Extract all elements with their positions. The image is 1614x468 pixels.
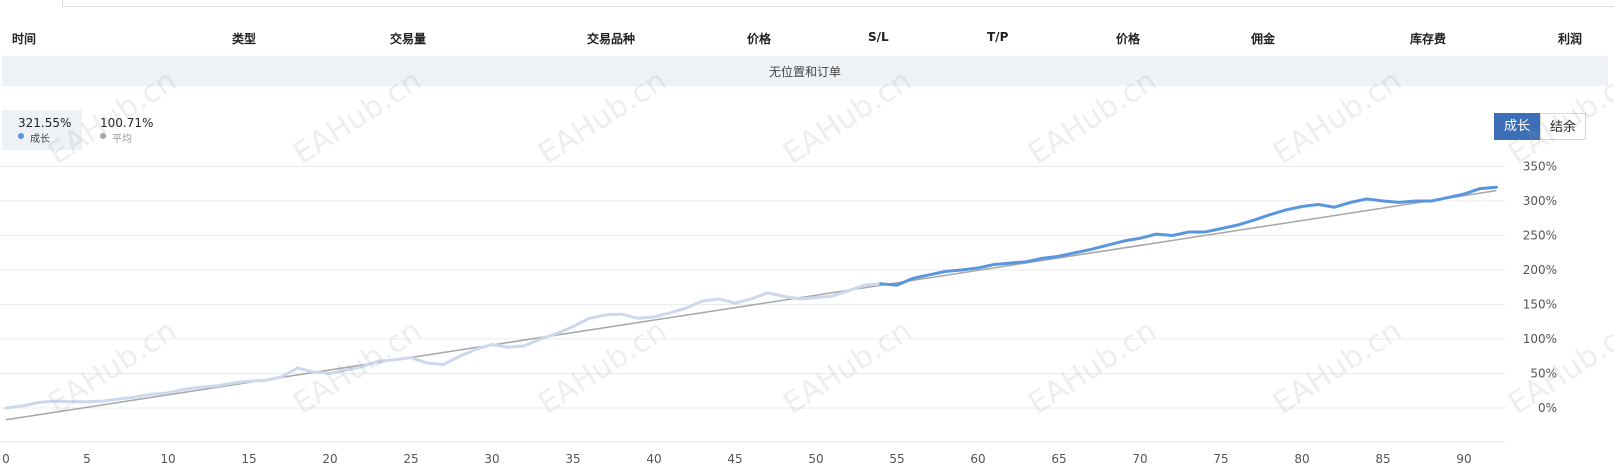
x-tick-label: 25 — [403, 452, 418, 466]
legend-growth-label: 成长 — [30, 134, 50, 145]
column-header-swap[interactable]: 库存费 — [1410, 32, 1447, 46]
x-tick-label: 60 — [970, 452, 985, 466]
y-tick-label: 250% — [1523, 229, 1557, 243]
column-header-time[interactable]: 时间 — [12, 32, 37, 46]
y-tick-label: 350% — [1523, 160, 1557, 174]
empty-table-message: 无位置和订单 — [768, 65, 841, 79]
column-header-sl[interactable]: S/L — [868, 30, 889, 44]
x-tick-label: 50 — [808, 452, 823, 466]
y-tick-label: 300% — [1523, 194, 1557, 208]
x-tick-label: 35 — [565, 452, 580, 466]
x-tick-label: 30 — [484, 452, 499, 466]
x-tick-label: 70 — [1132, 452, 1147, 466]
legend-average-dot-icon — [100, 133, 106, 139]
x-tick-label: 80 — [1294, 452, 1309, 466]
y-tick-label: 50% — [1530, 367, 1557, 381]
column-header-symbol[interactable]: 交易品种 — [587, 32, 636, 46]
column-header-tp[interactable]: T/P — [987, 30, 1009, 44]
top-tab-bar — [0, 0, 1614, 8]
legend-growth-dot-icon — [18, 133, 24, 139]
x-tick-label: 75 — [1213, 452, 1228, 466]
column-header-open-price[interactable]: 价格 — [747, 32, 772, 46]
y-tick-label: 100% — [1523, 332, 1557, 346]
average-trend-line — [5, 189, 1497, 421]
growth-line-history — [4, 282, 883, 410]
x-tick-label: 5 — [83, 452, 91, 466]
legend-average-value: 100.71% — [100, 116, 154, 130]
empty-table-row: 无位置和订单 — [2, 56, 1608, 86]
legend-growth-value: 321.55% — [18, 116, 72, 130]
tab-bar-underline — [62, 6, 1614, 7]
legend-growth[interactable]: 321.55% 成长 — [2, 110, 82, 150]
positions-table-header: 时间 类型 交易量 交易品种 价格 S/L T/P 价格 佣金 库存费 利润 — [0, 30, 1614, 52]
x-tick-label: 85 — [1375, 452, 1390, 466]
y-tick-label: 150% — [1523, 298, 1557, 312]
x-tick-label: 40 — [646, 452, 661, 466]
legend-average[interactable]: 100.71% 平均 — [84, 110, 164, 150]
column-header-volume[interactable]: 交易量 — [390, 32, 427, 46]
growth-line — [879, 185, 1498, 287]
x-tick-label: 45 — [727, 452, 742, 466]
column-header-type[interactable]: 类型 — [232, 32, 257, 46]
x-tick-label: 0 — [2, 452, 10, 466]
y-tick-label: 0% — [1538, 401, 1557, 415]
active-tab-stub[interactable] — [0, 0, 63, 8]
column-header-close-price[interactable]: 价格 — [1116, 32, 1141, 46]
y-tick-label: 200% — [1523, 263, 1557, 277]
x-tick-label: 20 — [322, 452, 337, 466]
x-tick-label: 55 — [889, 452, 904, 466]
x-tick-label: 90 — [1456, 452, 1471, 466]
column-header-profit[interactable]: 利润 — [1558, 32, 1583, 46]
growth-chart: 0% 50% 100% 150% 200% 250% 300% 350% 0 5 10 15 20 25 3… — [0, 160, 1557, 466]
x-tick-label: 10 — [160, 452, 175, 466]
growth-toggle-button[interactable]: 成长 — [1494, 113, 1540, 140]
balance-toggle-button[interactable]: 结余 — [1540, 113, 1586, 140]
x-tick-label: 65 — [1051, 452, 1066, 466]
legend-average-label: 平均 — [112, 134, 132, 145]
column-header-commission[interactable]: 佣金 — [1251, 32, 1276, 46]
x-tick-label: 15 — [241, 452, 256, 466]
